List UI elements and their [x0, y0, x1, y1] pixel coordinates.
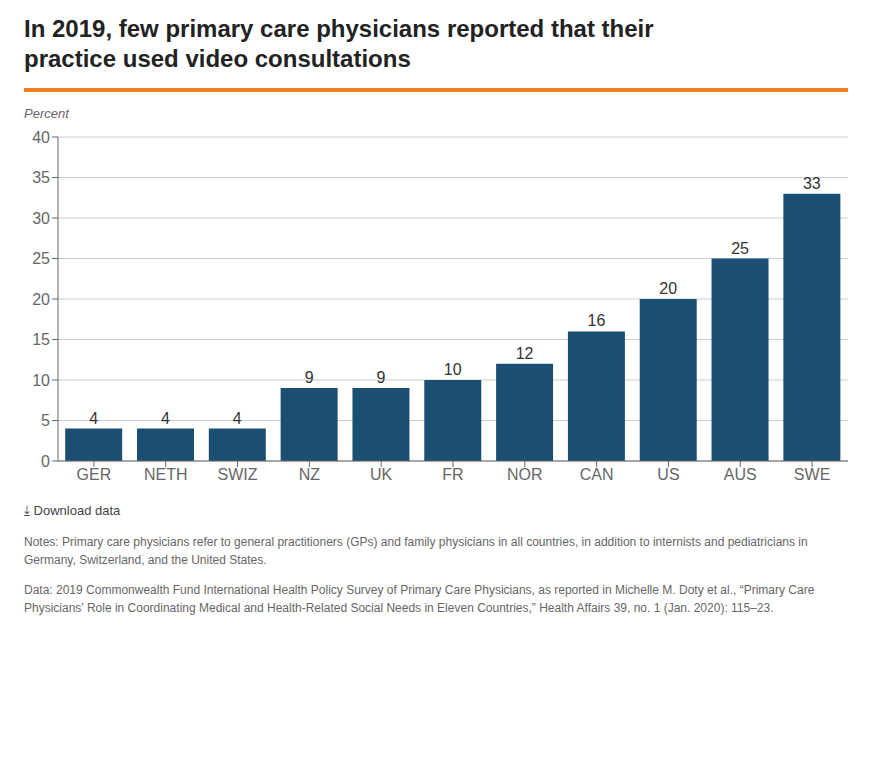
- svg-text:15: 15: [32, 331, 50, 348]
- svg-text:35: 35: [32, 169, 50, 186]
- svg-text:CAN: CAN: [580, 466, 614, 483]
- svg-text:10: 10: [32, 372, 50, 389]
- html-text:Notes: Primary care physicians: Notes: Primary care physicians refer to …: [24, 534, 808, 567]
- svg-text:40: 40: [32, 129, 50, 146]
- svg-text:4: 4: [89, 410, 98, 427]
- svg-text:10: 10: [444, 361, 462, 378]
- svg-text:SWE: SWE: [794, 466, 830, 483]
- svg-text:0: 0: [41, 453, 50, 470]
- svg-text:25: 25: [32, 250, 50, 267]
- svg-text:5: 5: [41, 412, 50, 429]
- svg-text:UK: UK: [370, 466, 393, 483]
- svg-text:NOR: NOR: [507, 466, 543, 483]
- svg-text:AUS: AUS: [724, 466, 757, 483]
- svg-text:GER: GER: [77, 466, 112, 483]
- html-text:In 2019, few primary care phys: In 2019, few primary care physicians rep…: [24, 15, 654, 72]
- svg-text:4: 4: [233, 410, 242, 427]
- html-text:Percent: Percent: [24, 106, 69, 121]
- svg-text:20: 20: [32, 291, 50, 308]
- svg-text:4: 4: [161, 410, 170, 427]
- svg-text:NETH: NETH: [144, 466, 188, 483]
- svg-text:25: 25: [731, 240, 749, 257]
- svg-text:US: US: [657, 466, 679, 483]
- svg-text:SWIZ: SWIZ: [218, 466, 258, 483]
- svg-text:12: 12: [516, 345, 534, 362]
- svg-text:30: 30: [32, 210, 50, 227]
- svg-text:20: 20: [659, 280, 677, 297]
- svg-text:9: 9: [377, 369, 386, 386]
- html-text:⤓ Download data: ⤓ Download data: [24, 503, 121, 518]
- svg-text:NZ: NZ: [299, 466, 321, 483]
- svg-text:16: 16: [588, 312, 606, 329]
- svg-text:9: 9: [305, 369, 314, 386]
- svg-text:FR: FR: [442, 466, 463, 483]
- html-text:Data: 2019 Commonwealth Fund I: Data: 2019 Commonwealth Fund Internation…: [24, 582, 815, 615]
- svg-text:33: 33: [803, 175, 821, 192]
